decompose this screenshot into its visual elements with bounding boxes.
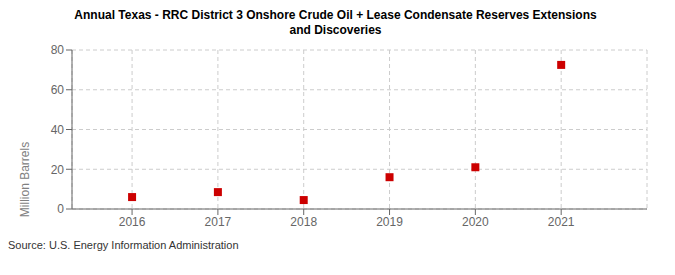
- svg-text:40: 40: [51, 123, 65, 137]
- svg-text:60: 60: [51, 83, 65, 97]
- svg-text:2017: 2017: [205, 215, 232, 229]
- svg-text:2019: 2019: [376, 215, 403, 229]
- svg-text:2021: 2021: [548, 215, 575, 229]
- svg-text:2018: 2018: [290, 215, 317, 229]
- svg-text:2020: 2020: [462, 215, 489, 229]
- svg-text:80: 80: [51, 43, 65, 57]
- svg-text:20: 20: [51, 163, 65, 177]
- html-text:Annual Texas - RRC District 3: Annual Texas - RRC District 3 Onshore Cr…: [74, 8, 597, 37]
- html-text:Source: U.S. Energy Informatio: Source: U.S. Energy Information Administ…: [8, 239, 239, 251]
- svg-text:Million Barrels: Million Barrels: [18, 142, 32, 217]
- svg-text:0: 0: [57, 202, 64, 216]
- svg-text:2016: 2016: [119, 215, 146, 229]
